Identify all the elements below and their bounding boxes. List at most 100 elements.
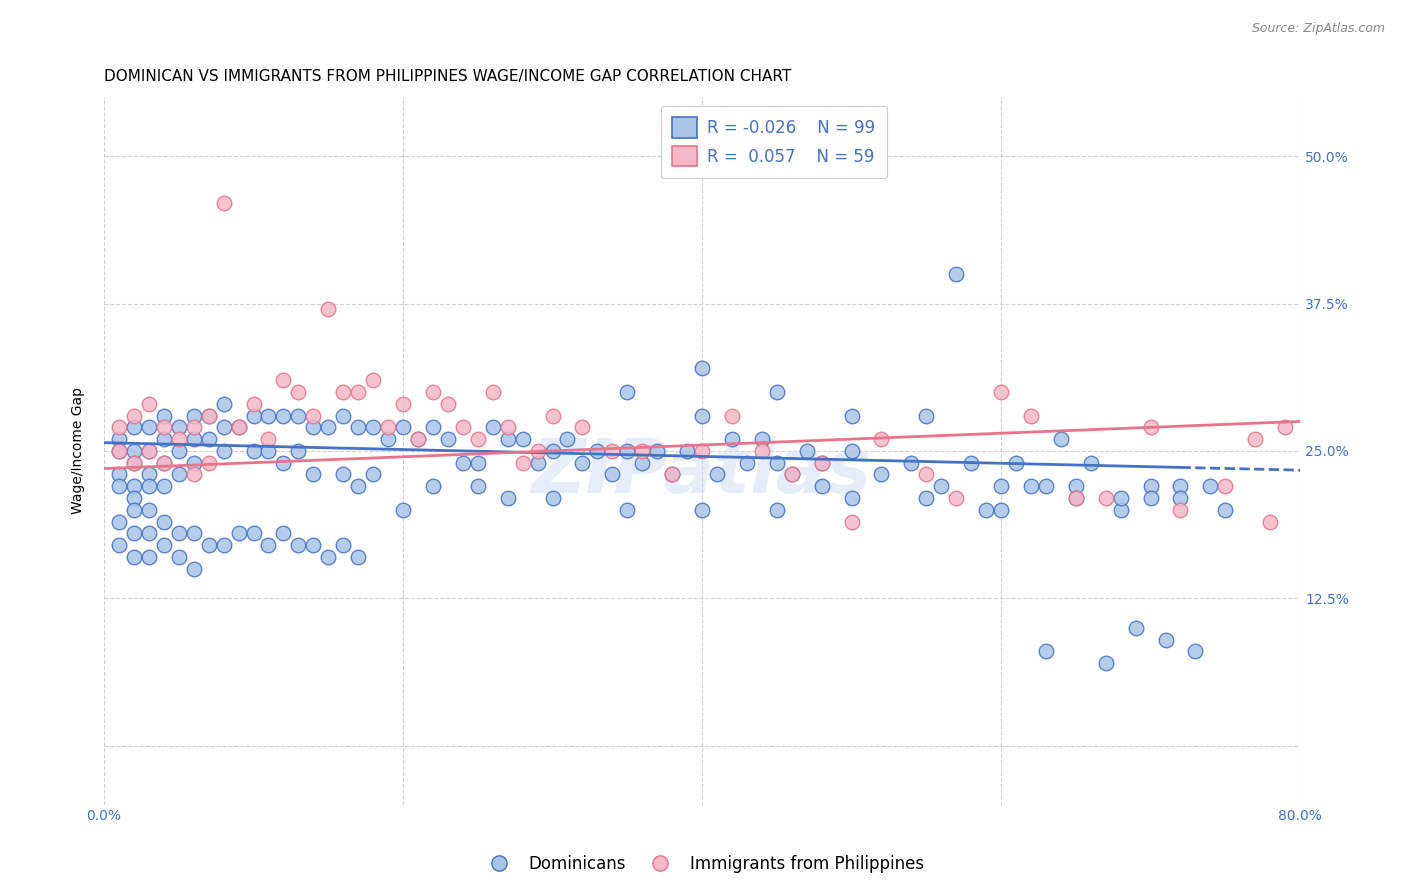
Point bbox=[332, 409, 354, 423]
Point bbox=[152, 538, 174, 552]
Point bbox=[122, 409, 145, 423]
Point bbox=[183, 562, 205, 576]
Point bbox=[347, 479, 370, 493]
Point bbox=[361, 420, 384, 434]
Point bbox=[122, 456, 145, 470]
Point bbox=[152, 456, 174, 470]
Point bbox=[228, 526, 250, 541]
Point bbox=[1064, 491, 1087, 505]
Point bbox=[197, 409, 219, 423]
Point bbox=[915, 491, 938, 505]
Point bbox=[451, 456, 474, 470]
Point bbox=[676, 443, 699, 458]
Point bbox=[1274, 420, 1296, 434]
Point bbox=[228, 420, 250, 434]
Point bbox=[706, 467, 728, 482]
Point bbox=[1213, 503, 1236, 517]
Point bbox=[108, 538, 131, 552]
Point bbox=[122, 443, 145, 458]
Point bbox=[257, 443, 280, 458]
Point bbox=[945, 491, 967, 505]
Point bbox=[302, 467, 325, 482]
Point bbox=[302, 409, 325, 423]
Point bbox=[467, 432, 489, 446]
Point bbox=[273, 456, 295, 470]
Point bbox=[152, 456, 174, 470]
Point bbox=[1019, 479, 1042, 493]
Point bbox=[690, 361, 713, 376]
Point bbox=[945, 267, 967, 281]
Point bbox=[122, 503, 145, 517]
Point bbox=[1184, 644, 1206, 658]
Point bbox=[361, 467, 384, 482]
Point bbox=[602, 443, 624, 458]
Point bbox=[138, 443, 160, 458]
Point bbox=[616, 503, 638, 517]
Point bbox=[1139, 420, 1161, 434]
Point bbox=[302, 420, 325, 434]
Point bbox=[152, 515, 174, 529]
Point bbox=[437, 432, 460, 446]
Point bbox=[152, 432, 174, 446]
Point bbox=[377, 432, 399, 446]
Text: ZIPatlas: ZIPatlas bbox=[531, 435, 872, 508]
Point bbox=[108, 432, 131, 446]
Point bbox=[1094, 491, 1116, 505]
Point bbox=[108, 467, 131, 482]
Point bbox=[631, 443, 654, 458]
Point bbox=[108, 443, 131, 458]
Text: Source: ZipAtlas.com: Source: ZipAtlas.com bbox=[1251, 22, 1385, 36]
Point bbox=[422, 479, 444, 493]
Point bbox=[1080, 456, 1102, 470]
Point bbox=[496, 491, 519, 505]
Point bbox=[347, 384, 370, 399]
Point bbox=[690, 443, 713, 458]
Point bbox=[526, 443, 548, 458]
Point bbox=[1199, 479, 1222, 493]
Point bbox=[167, 467, 190, 482]
Point bbox=[451, 420, 474, 434]
Point bbox=[661, 467, 683, 482]
Point bbox=[422, 420, 444, 434]
Point bbox=[661, 467, 683, 482]
Point bbox=[526, 456, 548, 470]
Point bbox=[167, 443, 190, 458]
Text: DOMINICAN VS IMMIGRANTS FROM PHILIPPINES WAGE/INCOME GAP CORRELATION CHART: DOMINICAN VS IMMIGRANTS FROM PHILIPPINES… bbox=[104, 69, 792, 84]
Point bbox=[316, 302, 339, 317]
Point bbox=[347, 420, 370, 434]
Point bbox=[302, 538, 325, 552]
Point bbox=[122, 456, 145, 470]
Point bbox=[122, 491, 145, 505]
Point bbox=[167, 526, 190, 541]
Point bbox=[1064, 491, 1087, 505]
Point bbox=[392, 503, 415, 517]
Point bbox=[1094, 656, 1116, 670]
Point bbox=[212, 443, 235, 458]
Point bbox=[1139, 491, 1161, 505]
Point bbox=[257, 538, 280, 552]
Point bbox=[273, 409, 295, 423]
Point bbox=[870, 432, 893, 446]
Point bbox=[122, 549, 145, 564]
Point bbox=[1035, 479, 1057, 493]
Point bbox=[841, 409, 863, 423]
Point bbox=[287, 409, 309, 423]
Point bbox=[1035, 644, 1057, 658]
Point bbox=[1139, 479, 1161, 493]
Point bbox=[197, 538, 219, 552]
Point bbox=[810, 479, 832, 493]
Point bbox=[541, 443, 564, 458]
Point bbox=[751, 432, 773, 446]
Legend: Dominicans, Immigrants from Philippines: Dominicans, Immigrants from Philippines bbox=[475, 848, 931, 880]
Point bbox=[571, 456, 593, 470]
Point bbox=[167, 432, 190, 446]
Point bbox=[1244, 432, 1267, 446]
Point bbox=[496, 420, 519, 434]
Point bbox=[541, 491, 564, 505]
Point bbox=[645, 443, 668, 458]
Point bbox=[960, 456, 983, 470]
Point bbox=[392, 397, 415, 411]
Point bbox=[1258, 515, 1281, 529]
Point bbox=[841, 491, 863, 505]
Point bbox=[257, 432, 280, 446]
